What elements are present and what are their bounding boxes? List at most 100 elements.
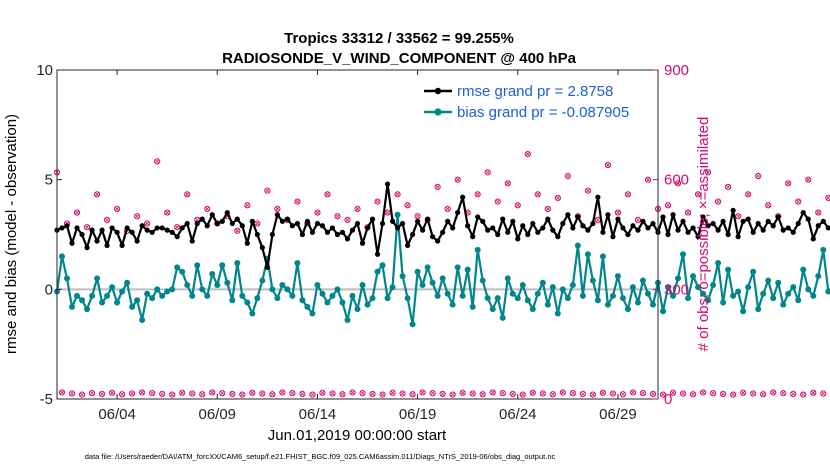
bias-point: [299, 297, 306, 304]
obs-assimilated-point: [410, 391, 415, 397]
bias-point: [339, 299, 346, 306]
obs-possible-point: [219, 390, 226, 397]
bias-point: [579, 292, 586, 299]
obs-possible-point: [419, 389, 426, 396]
bias-point: [619, 295, 626, 302]
bias-point: [354, 306, 361, 313]
obs-assimilated-point: [245, 202, 250, 208]
rmse-point: [660, 214, 666, 220]
legend-entry-bias: bias grand pr = -0.087905: [457, 104, 629, 121]
bias-point: [214, 281, 221, 288]
rmse-point: [114, 229, 120, 235]
bias-point: [509, 290, 516, 297]
obs-possible-point: [755, 172, 762, 180]
obs-assimilated-point: [805, 177, 811, 182]
rmse-point: [525, 231, 531, 238]
bias-point: [89, 292, 96, 299]
rmse-point: [665, 231, 671, 238]
bias-point: [825, 288, 830, 295]
bias-point: [499, 314, 506, 321]
bias-point: [489, 306, 496, 313]
rmse-point: [740, 218, 746, 224]
obs-assimilated-point: [134, 213, 140, 219]
obs-possible-point: [324, 191, 331, 198]
bias-point: [624, 306, 631, 313]
bias-point: [725, 266, 732, 273]
rmse-point: [705, 223, 711, 229]
obs-possible-point: [664, 202, 672, 209]
rmse-point: [79, 231, 85, 238]
rmse-point: [680, 218, 686, 224]
rmse-point: [119, 242, 125, 249]
obs-possible-point: [439, 390, 446, 397]
rmse-point: [755, 220, 761, 227]
y-axis-label: rmse and bias (model - observation): [3, 114, 20, 354]
obs-possible-point: [659, 391, 667, 398]
obs-assimilated-point: [450, 392, 455, 397]
legend-rmse-marker: [434, 87, 442, 95]
bias-point: [384, 295, 391, 302]
obs-assimilated-point: [219, 390, 225, 396]
obs-assimilated-point: [235, 228, 240, 234]
obs-assimilated-point: [204, 206, 210, 212]
obs-assimilated-point: [625, 192, 631, 197]
rmse-point: [750, 229, 756, 235]
obs-possible-point: [735, 213, 742, 220]
rmse-point: [199, 216, 205, 222]
rmse-point: [69, 240, 75, 246]
rmse-point: [219, 218, 225, 224]
obs-assimilated-point: [240, 392, 245, 397]
obs-possible-point: [579, 390, 586, 397]
obs-assimilated-point: [400, 391, 405, 396]
rmse-point: [404, 242, 411, 249]
obs-assimilated-point: [745, 192, 751, 197]
rmse-point: [465, 223, 471, 229]
bias-point: [344, 317, 351, 324]
obs-possible-point: [279, 389, 286, 396]
obs-possible-point: [644, 176, 652, 183]
bias-point: [234, 260, 241, 267]
bias-point: [504, 275, 511, 282]
rmse-point: [535, 229, 541, 235]
rmse-point: [475, 214, 481, 220]
obs-possible-point: [234, 227, 241, 234]
obs-assimilated-point: [665, 202, 671, 208]
obs-assimilated-point: [650, 391, 656, 397]
obs-possible-point: [169, 391, 176, 398]
obs-assimilated-point: [470, 391, 475, 396]
obs-possible-point: [199, 391, 206, 398]
obs-possible-point: [780, 390, 787, 397]
bias-point: [309, 310, 316, 317]
rmse-point: [595, 194, 601, 200]
y-right-tick-label: 300: [664, 281, 689, 298]
rmse-point: [154, 225, 160, 231]
obs-assimilated-point: [680, 391, 686, 396]
bias-point: [129, 303, 136, 310]
obs-assimilated-point: [670, 390, 676, 396]
bias-point: [690, 273, 697, 280]
obs-possible-point: [544, 205, 551, 213]
obs-assimilated-point: [610, 391, 616, 396]
obs-possible-point: [770, 389, 777, 396]
rmse-point: [194, 220, 200, 227]
obs-possible-point: [689, 391, 697, 398]
obs-assimilated-point: [580, 391, 586, 397]
obs-assimilated-point: [325, 192, 330, 197]
obs-assimilated-point: [615, 210, 621, 215]
obs-possible-point: [629, 389, 637, 396]
obs-possible-point: [294, 198, 301, 205]
rmse-point: [480, 218, 486, 224]
rmse-point: [159, 225, 165, 231]
rmse-point: [690, 225, 696, 231]
bias-point: [164, 288, 171, 295]
obs-possible-point: [634, 216, 642, 223]
rmse-point: [399, 220, 406, 227]
obs-assimilated-point: [79, 392, 85, 397]
rmse-point: [590, 220, 596, 227]
rmse-point: [805, 216, 811, 222]
obs-possible-point: [504, 180, 511, 187]
bias-point: [439, 275, 446, 282]
obs-assimilated-point: [545, 206, 551, 212]
rmse-point: [169, 229, 175, 235]
x-axis-ticks: 06/04 06/09 06/14 06/19 06/24 06/29: [98, 70, 637, 423]
